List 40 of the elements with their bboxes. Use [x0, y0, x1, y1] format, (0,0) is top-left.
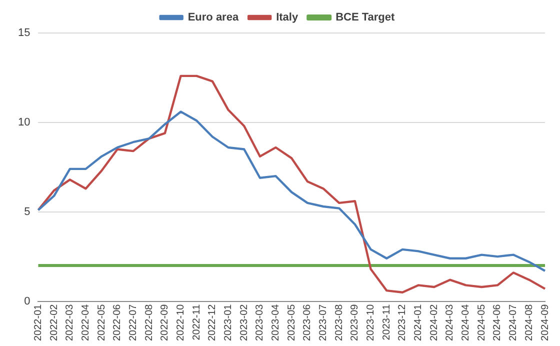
x-tick-label: 2022-12: [207, 304, 218, 342]
y-tick-label: 10: [18, 116, 30, 128]
x-tick-label: 2022-07: [128, 304, 140, 342]
x-tick-label: 2022-01: [32, 304, 44, 342]
y-tick-label: 0: [24, 295, 30, 308]
x-tick-label: 2023-01: [223, 304, 234, 342]
x-tick-label: 2022-06: [112, 304, 124, 342]
x-tick-label: 2024-02: [428, 304, 440, 342]
x-tick-label: 2023-04: [270, 304, 282, 342]
x-tick-label: 2023-07: [318, 304, 330, 342]
x-tick-label: 2022-04: [80, 304, 92, 342]
y-tick-label: 15: [18, 27, 30, 40]
x-tick-label: 2023-09: [350, 304, 361, 342]
y-tick-label: 5: [24, 206, 30, 218]
x-tick-label: 2024-09: [540, 304, 551, 342]
x-tick-label: 2024-06: [492, 304, 504, 342]
x-tick-label: 2023-11: [381, 304, 392, 340]
x-tick-label: 2022-02: [48, 304, 60, 342]
legend-label: BCE Target: [336, 12, 396, 24]
x-tick-label: 2023-03: [254, 304, 266, 342]
x-tick-label: 2022-03: [64, 304, 76, 342]
x-tick-label: 2022-05: [96, 304, 108, 342]
x-tick-label: 2024-05: [476, 304, 488, 342]
x-tick-label: 2024-08: [524, 304, 535, 342]
x-tick-label: 2023-06: [302, 304, 314, 342]
x-tick-label: 2024-07: [508, 304, 520, 342]
x-tick-label: 2023-12: [397, 304, 408, 342]
legend-label: Euro area: [188, 12, 240, 24]
x-tick-label: 2024-01: [413, 304, 424, 342]
x-tick-label: 2024-03: [444, 304, 456, 342]
x-tick-label: 2024-04: [460, 304, 472, 342]
x-tick-label: 2022-10: [176, 304, 187, 342]
x-tick-label: 2023-08: [334, 304, 345, 342]
x-tick-label: 2022-11: [191, 304, 202, 340]
x-tick-label: 2022-08: [144, 304, 155, 342]
x-tick-label: 2023-05: [286, 304, 298, 342]
legend-label: Italy: [276, 12, 299, 24]
x-tick-label: 2023-02: [238, 304, 250, 342]
x-tick-label: 2022-09: [160, 304, 171, 342]
x-tick-label: 2023-10: [366, 304, 377, 342]
